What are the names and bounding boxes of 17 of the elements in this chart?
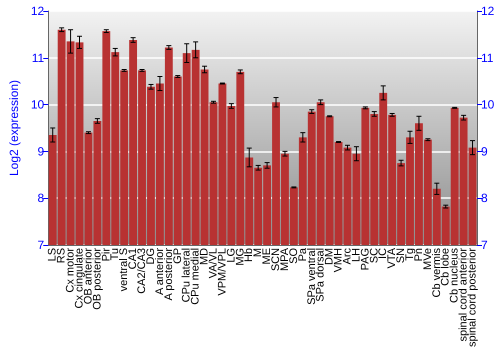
y2-tick-label: 9 (481, 144, 488, 158)
x-tick-label: spinal cord posterior (466, 248, 479, 348)
y-tick-label: 8 (38, 191, 45, 206)
y-tick-label: 11 (32, 50, 45, 65)
y2-tick-label: 12 (481, 4, 495, 18)
y-axis-title: Log2 (expression) (7, 80, 21, 176)
y-tick-label: 9 (38, 144, 45, 158)
x-tick-label: Tg (404, 248, 416, 261)
y-tick-label: 12 (30, 4, 45, 18)
y2-tick-label: 7 (481, 238, 488, 252)
x-tick-label: MVe (422, 248, 434, 270)
y-tick-label: 7 (38, 238, 45, 252)
x-tick-label: Arc (341, 247, 354, 264)
y2-tick-label: 8 (481, 191, 488, 206)
y2-tick-label: 11 (481, 50, 494, 65)
y2-tick-label: 10 (481, 98, 495, 112)
y-tick-label: 10 (30, 98, 45, 112)
